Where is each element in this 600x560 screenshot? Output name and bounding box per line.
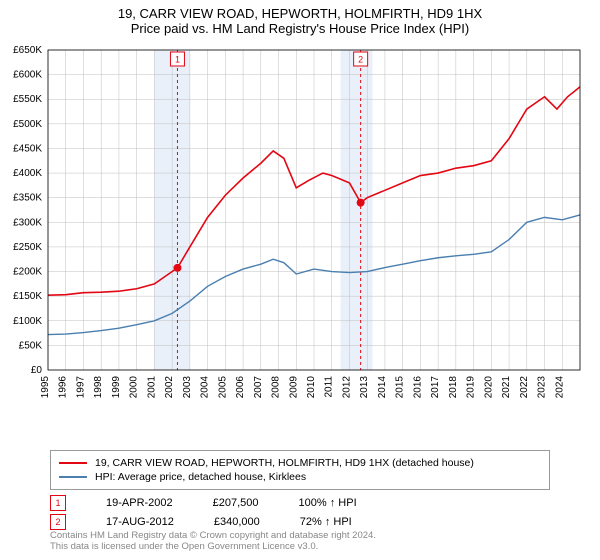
marker-price: £340,000 (214, 516, 260, 528)
svg-text:£50K: £50K (19, 340, 43, 351)
legend: 19, CARR VIEW ROAD, HEPWORTH, HOLMFIRTH,… (50, 450, 550, 490)
legend-label: 19, CARR VIEW ROAD, HEPWORTH, HOLMFIRTH,… (95, 457, 474, 469)
svg-text:2005: 2005 (217, 376, 228, 399)
svg-text:2001: 2001 (146, 376, 157, 399)
marker-table: 1 19-APR-2002 £207,500 100% ↑ HPI 2 17-A… (50, 492, 357, 533)
svg-text:1999: 1999 (111, 376, 122, 399)
svg-text:2021: 2021 (501, 376, 512, 399)
footer-line: This data is licensed under the Open Gov… (50, 541, 376, 552)
chart-titles: 19, CARR VIEW ROAD, HEPWORTH, HOLMFIRTH,… (0, 0, 600, 36)
svg-text:2000: 2000 (129, 376, 140, 399)
marker-badge: 1 (50, 495, 66, 511)
svg-text:2018: 2018 (448, 376, 459, 399)
svg-text:2009: 2009 (288, 376, 299, 399)
svg-text:2016: 2016 (412, 376, 423, 399)
svg-text:£100K: £100K (13, 316, 42, 327)
marker-pct: 100% ↑ HPI (299, 497, 357, 509)
svg-text:2024: 2024 (554, 376, 565, 399)
marker-row: 2 17-AUG-2012 £340,000 72% ↑ HPI (50, 514, 357, 530)
svg-text:2002: 2002 (164, 376, 175, 399)
svg-text:1998: 1998 (93, 376, 104, 399)
svg-text:2013: 2013 (359, 376, 370, 399)
svg-text:1: 1 (175, 54, 180, 64)
legend-label: HPI: Average price, detached house, Kirk… (95, 471, 306, 483)
title-address: 19, CARR VIEW ROAD, HEPWORTH, HOLMFIRTH,… (0, 6, 600, 21)
svg-text:£0: £0 (31, 365, 43, 376)
marker-row: 1 19-APR-2002 £207,500 100% ↑ HPI (50, 495, 357, 511)
svg-text:1996: 1996 (58, 376, 69, 399)
svg-text:2010: 2010 (306, 376, 317, 399)
svg-text:2014: 2014 (377, 376, 388, 399)
marker-date: 17-AUG-2012 (106, 516, 174, 528)
chart-area: 12£0£50K£100K£150K£200K£250K£300K£350K£4… (44, 42, 584, 412)
svg-text:2: 2 (358, 54, 363, 64)
marker-price: £207,500 (213, 497, 259, 509)
svg-text:2022: 2022 (519, 376, 530, 399)
title-subtitle: Price paid vs. HM Land Registry's House … (0, 21, 600, 36)
legend-item: HPI: Average price, detached house, Kirk… (59, 471, 541, 483)
svg-text:2017: 2017 (430, 376, 441, 399)
svg-text:£400K: £400K (13, 168, 42, 179)
svg-text:£500K: £500K (13, 119, 42, 130)
svg-text:2011: 2011 (324, 376, 335, 398)
svg-text:2023: 2023 (537, 376, 548, 399)
svg-text:2003: 2003 (182, 376, 193, 399)
svg-text:2008: 2008 (271, 376, 282, 399)
footer: Contains HM Land Registry data © Crown c… (50, 530, 376, 553)
marker-date: 19-APR-2002 (106, 497, 173, 509)
svg-text:2015: 2015 (395, 376, 406, 399)
svg-text:£550K: £550K (13, 94, 42, 105)
svg-text:2019: 2019 (466, 376, 477, 399)
svg-text:1997: 1997 (75, 376, 86, 399)
svg-text:2004: 2004 (200, 376, 211, 399)
legend-item: 19, CARR VIEW ROAD, HEPWORTH, HOLMFIRTH,… (59, 457, 541, 469)
legend-swatch (59, 462, 87, 464)
svg-text:£300K: £300K (13, 217, 42, 228)
svg-text:£200K: £200K (13, 267, 42, 278)
footer-line: Contains HM Land Registry data © Crown c… (50, 530, 376, 541)
marker-pct: 72% ↑ HPI (300, 516, 352, 528)
svg-text:1995: 1995 (40, 376, 51, 399)
marker-badge: 2 (50, 514, 66, 530)
legend-swatch (59, 476, 87, 478)
svg-text:2012: 2012 (341, 376, 352, 399)
svg-text:£350K: £350K (13, 193, 42, 204)
svg-text:£450K: £450K (13, 143, 42, 154)
svg-text:£250K: £250K (13, 242, 42, 253)
svg-text:£650K: £650K (13, 45, 42, 56)
svg-text:2006: 2006 (235, 376, 246, 399)
svg-text:2020: 2020 (483, 376, 494, 399)
svg-text:£600K: £600K (13, 70, 42, 81)
svg-text:2007: 2007 (253, 376, 264, 399)
svg-text:£150K: £150K (13, 291, 42, 302)
